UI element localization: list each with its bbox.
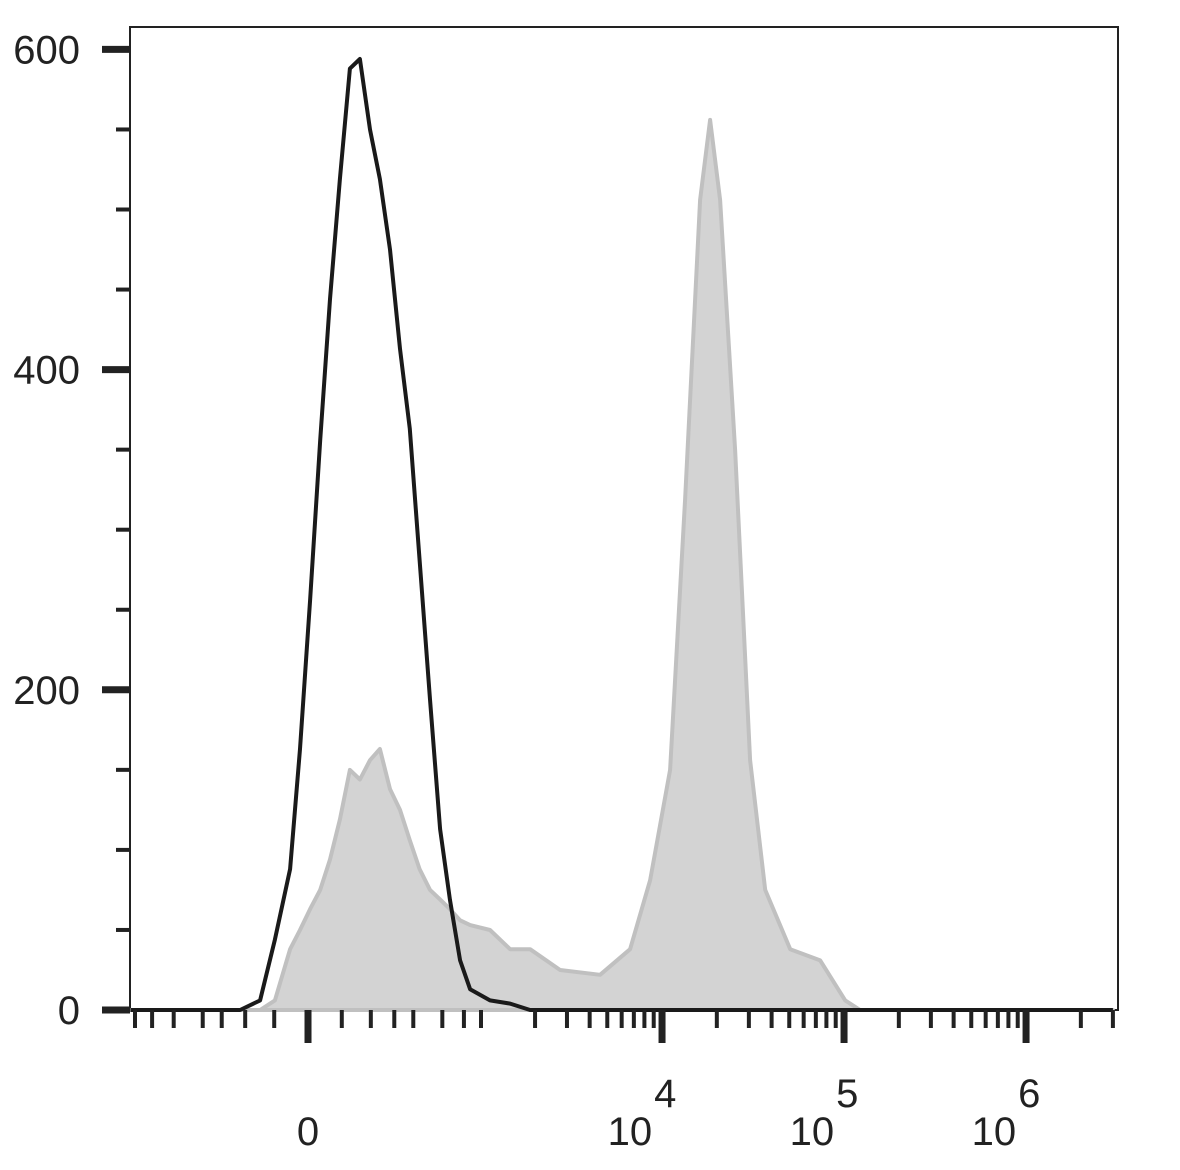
x-tick-base: 0 (297, 1110, 319, 1154)
y-tick-label: 0 (58, 989, 80, 1033)
x-tick-label: 105 (790, 1072, 859, 1154)
x-tick-exponent: 4 (654, 1072, 676, 1116)
x-tick-exponent: 5 (836, 1072, 858, 1116)
x-tick-base: 10 (972, 1110, 1017, 1154)
x-tick-label: 0 (297, 1110, 319, 1154)
histogram-line (130, 57, 1113, 1012)
plot-frame (129, 26, 1119, 1011)
x-tick-label: 104 (608, 1072, 677, 1154)
y-tick-label: 600 (13, 28, 80, 72)
x-tick-base: 10 (790, 1110, 835, 1154)
histogram-area (128, 117, 1115, 1012)
x-tick-label: 106 (972, 1072, 1041, 1154)
x-tick-base: 10 (608, 1110, 653, 1154)
y-tick-label: 400 (13, 349, 80, 393)
y-tick-label: 200 (13, 669, 80, 713)
x-tick-exponent: 6 (1018, 1072, 1040, 1116)
